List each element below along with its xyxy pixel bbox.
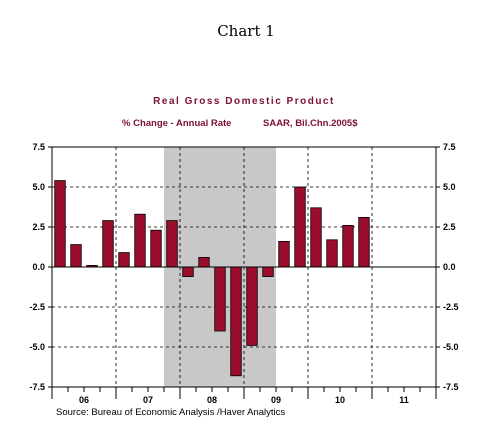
x-year-label: 06 xyxy=(79,395,89,405)
bar-09Q3 xyxy=(278,240,290,268)
tick-labels: 7.5 7.5 5.0 5.0 2.5 2.5 0.0 0.0 -2.5 -2.5 -5.0 -5.0… xyxy=(29,142,458,405)
y-tick-label-left: 0.0 xyxy=(32,262,45,272)
bar-08Q1 xyxy=(182,266,194,278)
y-tick-label-left: -5.0 xyxy=(29,342,45,352)
bar-09Q2 xyxy=(262,266,274,278)
y-tick-label-left: 5.0 xyxy=(32,182,45,192)
y-tick-label-left: -2.5 xyxy=(29,302,45,312)
x-year-label: 08 xyxy=(207,395,217,405)
bar-08Q2 xyxy=(198,256,210,268)
x-year-label: 07 xyxy=(143,395,153,405)
y-tick-label-right: 0.0 xyxy=(443,262,456,272)
x-year-label: 10 xyxy=(335,395,345,405)
x-year-label: 09 xyxy=(271,395,281,405)
y-tick-label-right: -7.5 xyxy=(443,382,459,392)
y-tick-label-left: -7.5 xyxy=(29,382,45,392)
bar-07Q1 xyxy=(118,252,130,268)
bar-10Q1 xyxy=(310,207,322,268)
bar-06Q4 xyxy=(102,220,114,268)
bar-08Q3 xyxy=(214,266,226,332)
bar-10Q4 xyxy=(358,216,370,268)
x-year-label: 11 xyxy=(399,395,409,405)
y-tick-label-right: -2.5 xyxy=(443,302,459,312)
bars xyxy=(54,180,370,377)
chart-title: Real Gross Domestic Product xyxy=(153,96,335,107)
bar-08Q4 xyxy=(230,266,242,377)
y-tick-label-right: 5.0 xyxy=(443,182,456,192)
bar-09Q1 xyxy=(246,266,258,346)
y-tick-label-left: 7.5 xyxy=(32,142,45,152)
axes xyxy=(48,146,440,399)
bar-10Q2 xyxy=(326,239,338,268)
bar-07Q2 xyxy=(134,213,146,268)
source-note: Source: Bureau of Economic Analysis /Hav… xyxy=(56,407,286,418)
chart-subtitle-units: % Change - Annual Rate xyxy=(122,118,232,129)
bar-07Q3 xyxy=(150,229,162,268)
bar-06Q1 xyxy=(54,180,66,268)
y-tick-label-right: -5.0 xyxy=(443,342,459,352)
bar-06Q2 xyxy=(70,244,82,268)
chart-subtitle-basis: SAAR, Bil.Chn.2005$ xyxy=(263,118,358,129)
bar-07Q4 xyxy=(166,220,178,268)
y-tick-label-right: 2.5 xyxy=(443,222,456,232)
bar-09Q4 xyxy=(294,186,306,268)
bar-10Q3 xyxy=(342,224,354,268)
y-tick-label-right: 7.5 xyxy=(443,142,456,152)
page-title: Chart 1 xyxy=(217,22,275,40)
y-tick-label-left: 2.5 xyxy=(32,222,45,232)
